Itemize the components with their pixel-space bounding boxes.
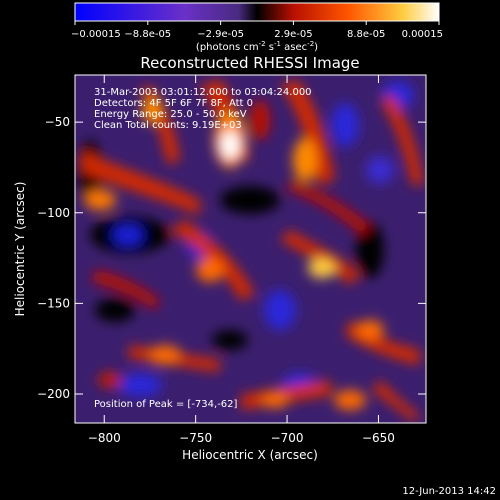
x-tick-label: −800 — [88, 431, 121, 445]
colorbar-tick-label: −2.9e-05 — [197, 29, 244, 40]
colorbar — [74, 2, 440, 22]
colorbar-tick-label: 0.00015 — [402, 29, 443, 40]
y-tick-label: −100 — [37, 206, 70, 220]
y-axis-label: Heliocentric Y (arcsec) — [13, 182, 27, 317]
annotation-detectors: Detectors: 4F 5F 6F 7F 8F, Att 0 — [94, 98, 253, 109]
footer-date: 12-Jun-2013 14:42 — [402, 486, 496, 497]
x-axis: −800 −750 −700 −650 — [88, 75, 395, 445]
y-tick-label: −150 — [37, 296, 70, 310]
y-tick-label: −50 — [45, 115, 70, 129]
colorbar-label: (photons cm-2 s-1 asec-2) — [196, 40, 318, 53]
x-tick-label: −750 — [179, 431, 212, 445]
colorbar-tick-label: −8.8e-05 — [124, 29, 171, 40]
x-axis-label: Heliocentric X (arcsec) — [182, 448, 318, 462]
y-axis: −200 −150 −100 −50 — [37, 115, 426, 401]
annotation-time: 31-Mar-2003 03:01:12.000 to 03:04:24.000 — [94, 87, 312, 98]
annotation-peak: Position of Peak = [-734,-62] — [94, 399, 238, 410]
annotation-energy: Energy Range: 25.0 - 50.0 keV — [94, 109, 247, 120]
x-tick-label: −650 — [362, 431, 395, 445]
colorbar-tick-label: 8.8e-05 — [347, 29, 385, 40]
annotation-clean: Clean Total counts: 9.19E+03 — [94, 120, 242, 131]
y-tick-label: −200 — [37, 387, 70, 401]
plot-frame — [74, 74, 427, 424]
chart-title: Reconstructed RHESSI Image — [140, 54, 359, 72]
colorbar-tick-label: −0.00015 — [71, 29, 121, 40]
colorbar-tick-label: 2.9e-05 — [274, 29, 312, 40]
heatmap-image — [75, 75, 426, 423]
x-tick-label: −700 — [271, 431, 304, 445]
colorbar-ticks: −0.00015 −8.8e-05 −2.9e-05 2.9e-05 8.8e-05 0.… — [71, 21, 443, 40]
